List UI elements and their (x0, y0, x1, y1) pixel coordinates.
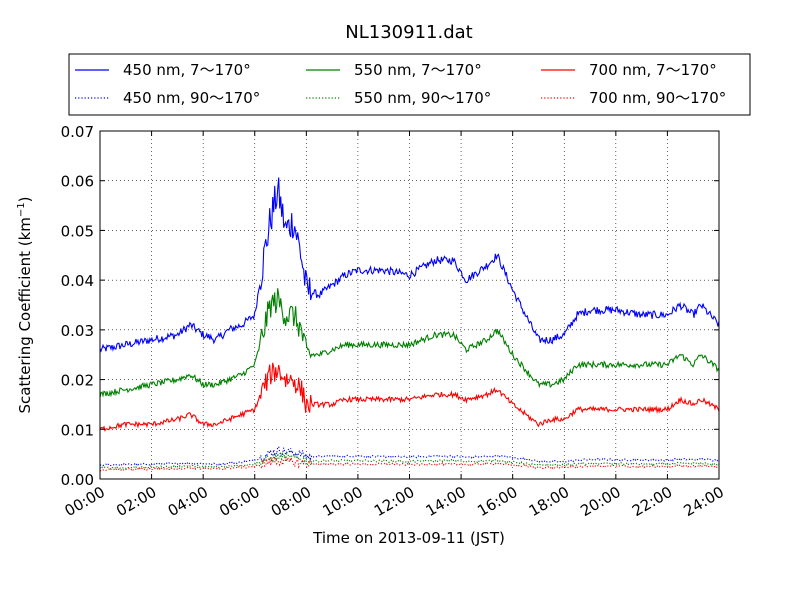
legend-label: 450 nm, 7～170° (123, 61, 251, 79)
x-tick-label: 12:00 (371, 483, 417, 520)
x-tick-label: 08:00 (268, 483, 314, 520)
y-axis-label-close: ) (16, 196, 34, 202)
legend-label: 700 nm, 7～170° (589, 61, 717, 79)
x-tick-label: 16:00 (474, 483, 520, 520)
y-axis-label: Scattering Coefficient (km−1) (16, 196, 34, 413)
x-axis-label: Time on 2013-09-11 (JST) (312, 529, 505, 547)
y-tick-label: 0.07 (61, 123, 94, 141)
y-tick-label: 0.02 (61, 372, 94, 390)
y-tick-label: 0.00 (61, 471, 94, 489)
series-layer (100, 177, 719, 472)
legend-box (68, 53, 751, 116)
series-line-2 (100, 288, 719, 398)
series-line-0 (100, 177, 719, 353)
chart-title: NL130911.dat (345, 22, 472, 43)
y-tick-label: 0.05 (61, 222, 94, 240)
y-tick-label: 0.03 (61, 322, 94, 340)
legend: 450 nm, 7～170° 550 nm, 7～170° 700 nm, 7～17… (68, 53, 751, 116)
legend-label: 700 nm, 90～170° (589, 89, 726, 107)
x-tick-label: 02:00 (113, 483, 159, 520)
y-tick-label: 0.06 (61, 173, 94, 191)
x-tick-label: 18:00 (526, 483, 572, 520)
y-tick-label: 0.04 (61, 272, 94, 290)
x-tick-label: 20:00 (577, 483, 623, 520)
x-tick-label: 24:00 (681, 483, 727, 520)
x-tick-label: 04:00 (165, 483, 211, 520)
x-tick-label: 06:00 (216, 483, 262, 520)
series-line-5 (100, 455, 719, 472)
y-axis-label-exponent: −1 (16, 202, 27, 217)
y-tick-label: 0.01 (61, 421, 94, 439)
x-tick-label: 14:00 (423, 483, 469, 520)
x-tick-label: 10:00 (319, 483, 365, 520)
y-axis-label-main: Scattering Coefficient (km (16, 217, 34, 413)
plot-background (100, 131, 719, 479)
series-line-3 (100, 451, 719, 470)
legend-label: 450 nm, 90～170° (123, 89, 260, 107)
series-line-4 (100, 362, 719, 432)
legend-label: 550 nm, 7～170° (354, 61, 482, 79)
series-line-1 (100, 445, 719, 467)
legend-label: 550 nm, 90～170° (354, 89, 491, 107)
x-tick-label: 22:00 (629, 483, 675, 520)
